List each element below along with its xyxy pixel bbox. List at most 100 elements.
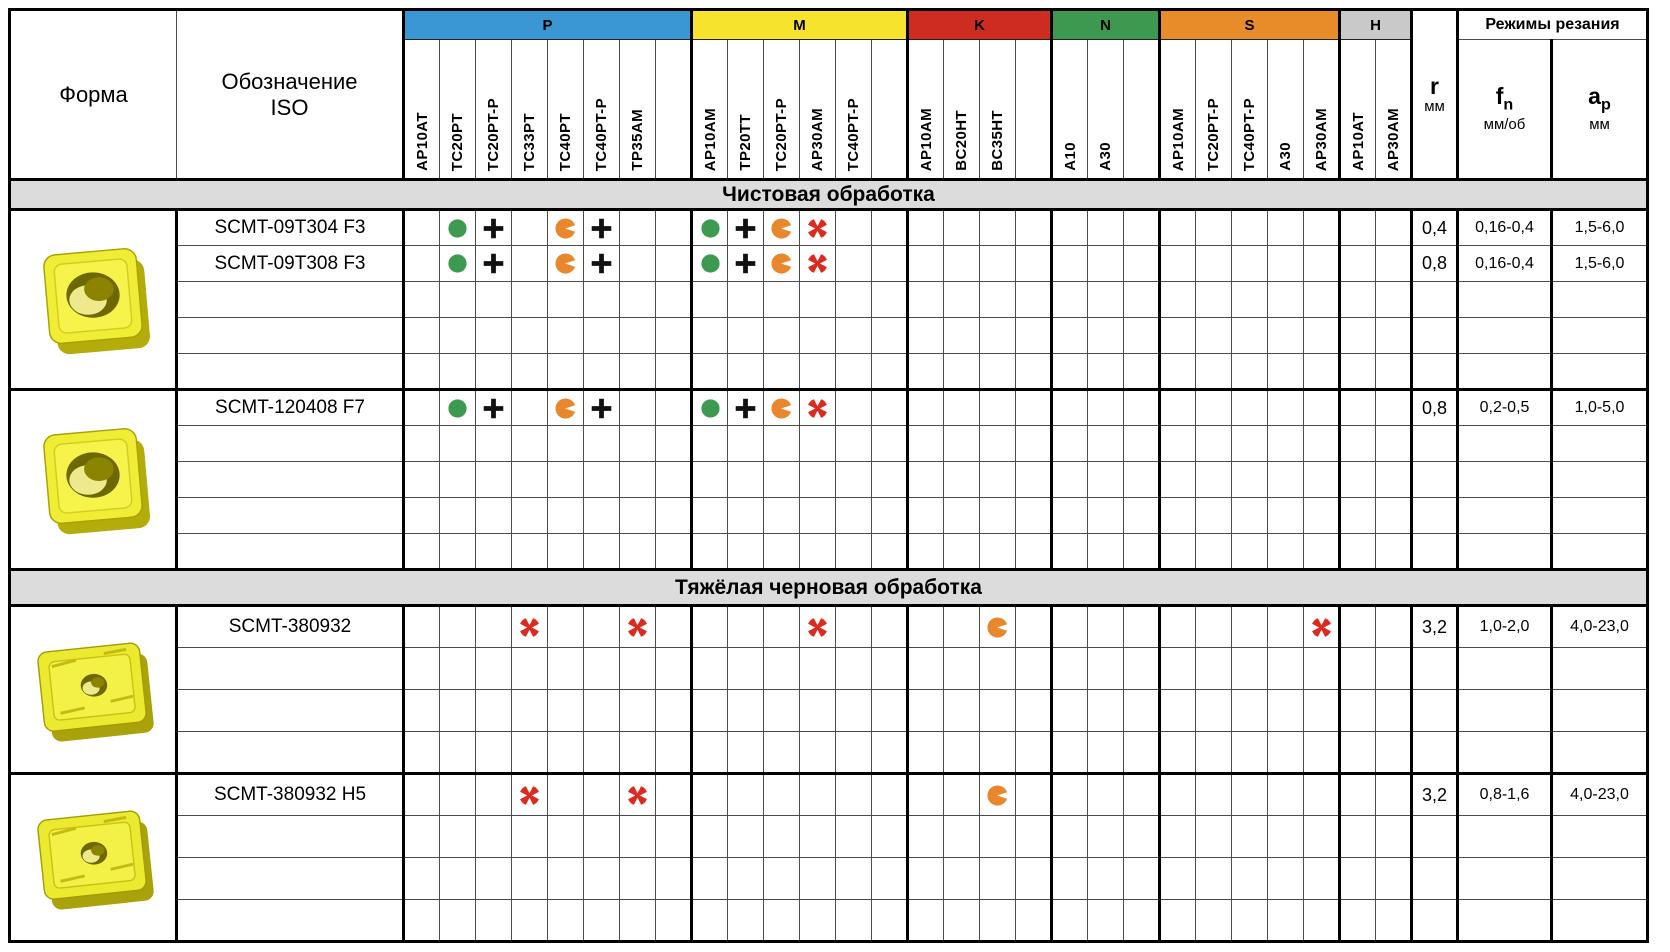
grade-group-band-H: H — [1338, 9, 1412, 40]
mark-cell-H-AP30AM — [1375, 245, 1412, 282]
mark-cell-P-TC20PT — [439, 533, 476, 570]
mark-cell-P-empty — [655, 772, 692, 816]
mark-cell-S-TC40PT-P — [1231, 604, 1268, 648]
section-bar-row: Чистовая обработка — [9, 178, 1648, 211]
mark-cell-N-empty — [1123, 317, 1160, 354]
table-row — [10, 353, 1648, 390]
plus-icon — [483, 253, 504, 274]
mark-cell-K-BC35HT — [979, 772, 1016, 816]
mark-cell-K-BC35HT — [979, 388, 1016, 426]
mark-cell-P-TC40PT — [547, 388, 584, 426]
mark-cell-N-empty — [1123, 772, 1160, 816]
mark-cell-P-TC33PT — [511, 497, 548, 534]
mark-cell-M-AP10AM — [690, 647, 728, 690]
mark-cell-N-empty — [1123, 533, 1160, 570]
table-row — [10, 425, 1648, 462]
mark-cell-P-TC20PT — [439, 497, 476, 534]
mark-cell-P-AP10AT — [402, 497, 440, 534]
mark-cell-K-BC20HT — [943, 899, 980, 942]
mark-cell-H-AP30AM — [1375, 899, 1412, 942]
mark-cell-H-AP10AT — [1338, 815, 1376, 858]
grade-column-P-TC33PT: TC33PT — [511, 39, 548, 181]
r-value — [1410, 281, 1458, 318]
mark-cell-S-A30 — [1267, 388, 1304, 426]
mark-cell-P-AP10AT — [402, 815, 440, 858]
mark-cell-K-AP10AM — [906, 533, 944, 570]
mark-cell-H-AP30AM — [1375, 772, 1412, 816]
mark-cell-P-empty — [655, 388, 692, 426]
mark-cell-H-AP30AM — [1375, 604, 1412, 648]
mark-cell-M-AP10AM — [690, 281, 728, 318]
table-row — [10, 497, 1648, 534]
mark-cell-S-TC20PT-P — [1195, 425, 1232, 462]
mark-cell-N-A30 — [1087, 245, 1124, 282]
mark-cell-H-AP10AT — [1338, 772, 1376, 816]
mark-cell-S-TC40PT-P — [1231, 815, 1268, 858]
r-unit: мм — [1424, 97, 1445, 115]
mark-cell-K-BC20HT — [943, 772, 980, 816]
ap-value — [1550, 689, 1648, 732]
mark-cell-M-AP30AM — [799, 604, 836, 648]
mark-cell-P-TC40PT — [547, 497, 584, 534]
mark-cell-M-TC40PT-P — [835, 388, 872, 426]
mark-cell-M-TP20TT — [727, 245, 764, 282]
mark-cell-P-TP35AM — [619, 497, 656, 534]
iso-designation: SCMT-09T308 F3 — [176, 245, 405, 282]
mark-cell-S-AP30AM — [1303, 604, 1340, 648]
mark-cell-P-empty — [655, 647, 692, 690]
mark-cell-H-AP10AT — [1338, 208, 1376, 246]
green-circle-icon — [700, 254, 720, 273]
grade-column-K-BC35HT: BC35HT — [979, 39, 1016, 181]
mark-cell-M-AP30AM — [799, 353, 836, 390]
red-burst-icon — [518, 615, 541, 639]
mark-cell-S-AP10AM — [1158, 899, 1196, 942]
mark-cell-M-TP20TT — [727, 772, 764, 816]
mark-cell-P-TC20PT — [439, 815, 476, 858]
table-row — [10, 317, 1648, 354]
fn-value: 1,0-2,0 — [1456, 604, 1552, 648]
mark-cell-M-empty — [871, 425, 908, 462]
ap-value — [1550, 731, 1648, 774]
mark-cell-M-TC20PT-P — [763, 689, 800, 732]
mark-cell-S-AP30AM — [1303, 317, 1340, 354]
mark-cell-N-A10 — [1050, 497, 1088, 534]
mark-cell-P-TC20PT — [439, 461, 476, 498]
mark-cell-P-empty — [655, 353, 692, 390]
mark-cell-M-TP20TT — [727, 604, 764, 648]
mark-cell-P-TC20PT-P — [475, 353, 512, 390]
iso-designation — [176, 353, 405, 390]
mark-cell-N-A30 — [1087, 353, 1124, 390]
mark-cell-N-empty — [1123, 647, 1160, 690]
fn-value — [1456, 533, 1552, 570]
mark-cell-P-TC33PT — [511, 899, 548, 942]
mark-cell-P-empty — [655, 461, 692, 498]
mark-cell-N-empty — [1123, 388, 1160, 426]
mark-cell-M-empty — [871, 815, 908, 858]
mark-cell-M-AP30AM — [799, 388, 836, 426]
mark-cell-K-BC35HT — [979, 689, 1016, 732]
mark-cell-N-empty — [1123, 604, 1160, 648]
table-row: SCMT-09T308 F3 0,8 0,16-0,4 1,5-6,0 — [10, 245, 1648, 282]
scmt-finishing-insert-image — [43, 247, 150, 354]
grade-column-P-TC40PT-P: TC40PT-P — [583, 39, 620, 181]
mark-cell-P-AP10AT — [402, 353, 440, 390]
mark-cell-S-TC40PT-P — [1231, 245, 1268, 282]
mark-cell-P-TC20PT — [439, 731, 476, 774]
grade-column-K-AP10AM: AP10AM — [906, 39, 944, 181]
mark-cell-P-TC40PT-P — [583, 317, 620, 354]
header-grades-row: AP10AT TC20PT TC20PT-P TC33PT TC40PT TC40PT-P… — [10, 39, 1648, 181]
mark-cell-P-TC40PT-P — [583, 281, 620, 318]
mark-cell-M-empty — [871, 497, 908, 534]
mark-cell-S-AP10AM — [1158, 425, 1196, 462]
grade-column-N-empty — [1123, 39, 1160, 181]
mark-cell-M-AP30AM — [799, 533, 836, 570]
mark-cell-P-TC20PT — [439, 689, 476, 732]
mark-cell-P-TC40PT — [547, 899, 584, 942]
mark-cell-P-TC20PT-P — [475, 245, 512, 282]
mark-cell-M-TC40PT-P — [835, 857, 872, 900]
mark-cell-M-AP30AM — [799, 425, 836, 462]
mark-cell-K-BC20HT — [943, 317, 980, 354]
r-value — [1410, 353, 1458, 390]
mark-cell-S-AP30AM — [1303, 388, 1340, 426]
mark-cell-P-TC20PT-P — [475, 899, 512, 942]
